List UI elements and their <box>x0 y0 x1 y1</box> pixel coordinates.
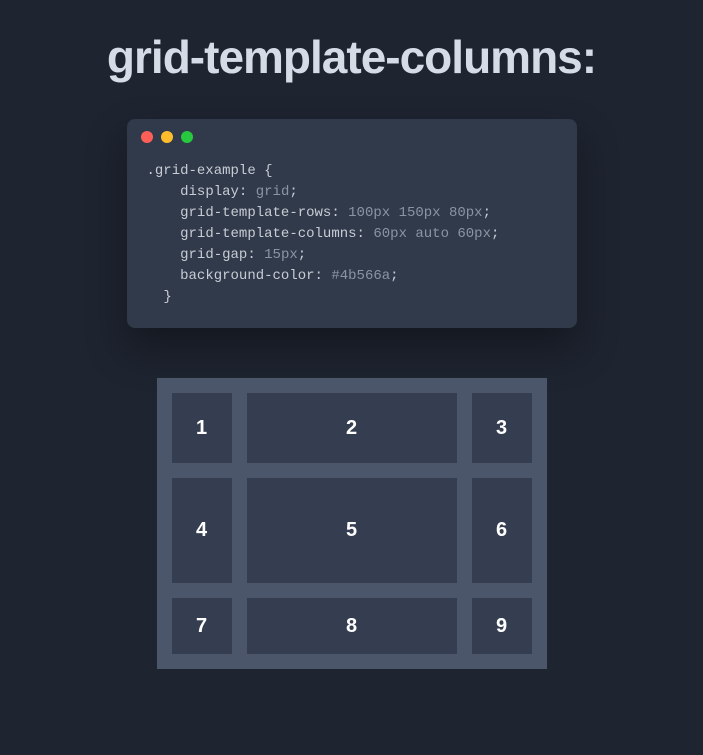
window-header <box>127 119 577 147</box>
close-dot-icon <box>141 131 153 143</box>
minimize-dot-icon <box>161 131 173 143</box>
grid-cell: 5 <box>247 478 457 583</box>
maximize-dot-icon <box>181 131 193 143</box>
grid-cell: 6 <box>472 478 532 583</box>
page-title: grid-template-columns: <box>0 0 703 84</box>
grid-cell: 8 <box>247 598 457 654</box>
code-window: .grid-example { display: grid; grid-temp… <box>127 119 577 328</box>
grid-cell: 1 <box>172 393 232 463</box>
grid-cell: 7 <box>172 598 232 654</box>
grid-cell: 3 <box>472 393 532 463</box>
grid-cell: 2 <box>247 393 457 463</box>
code-block: .grid-example { display: grid; grid-temp… <box>127 147 577 328</box>
grid-cell: 4 <box>172 478 232 583</box>
grid-cell: 9 <box>472 598 532 654</box>
grid-demo: 123 456 789 <box>157 378 547 669</box>
